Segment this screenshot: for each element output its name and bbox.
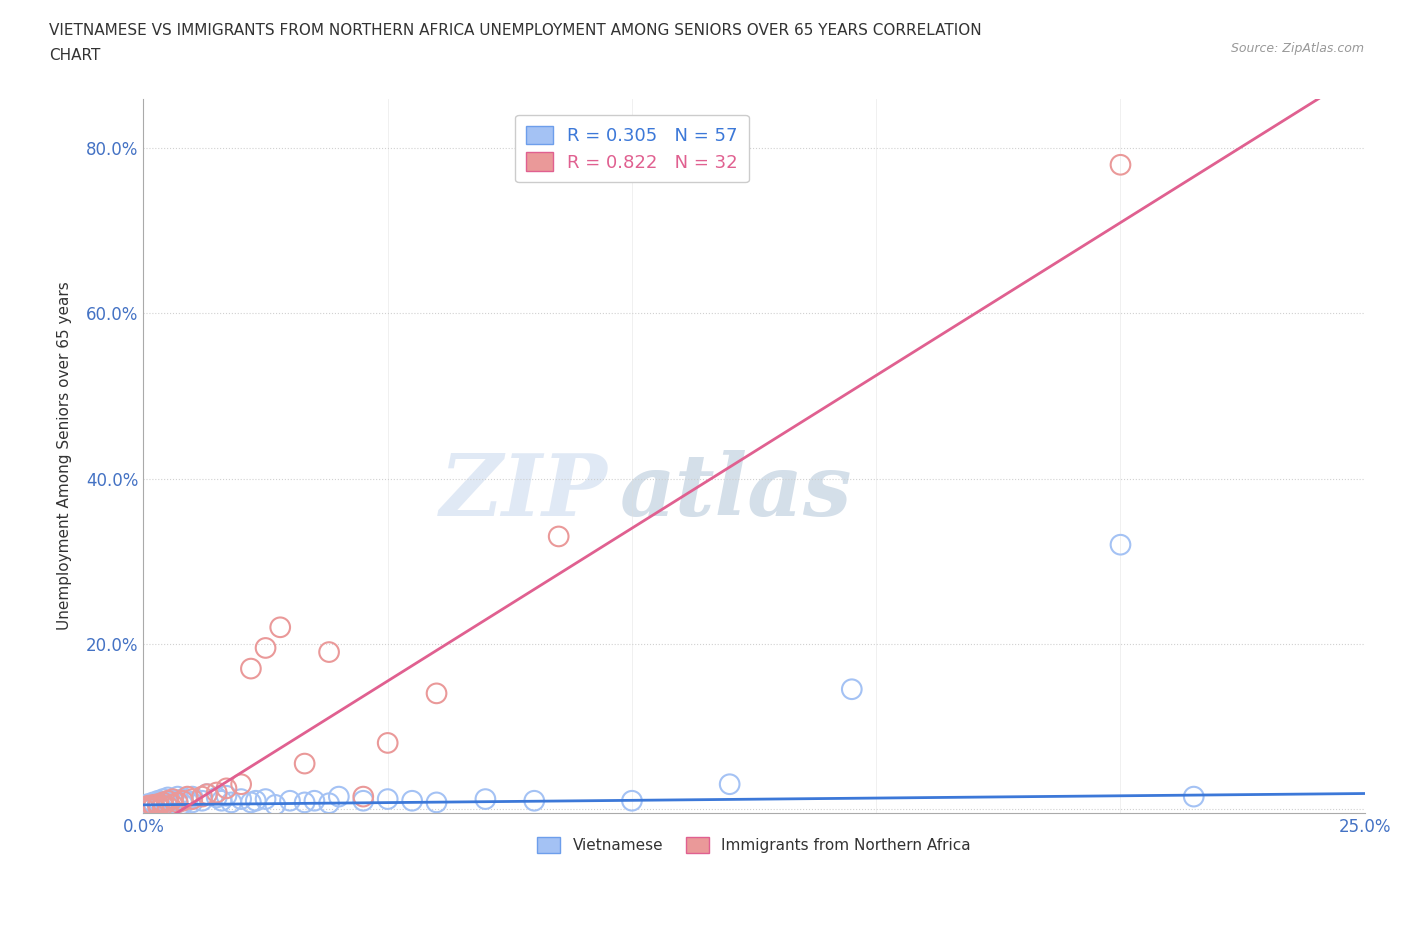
Point — [166, 795, 188, 810]
Point — [136, 798, 159, 813]
Point — [328, 790, 350, 804]
Point — [1109, 538, 1132, 552]
Point — [269, 620, 291, 635]
Point — [205, 790, 228, 804]
Point — [156, 793, 179, 808]
Y-axis label: Unemployment Among Seniors over 65 years: Unemployment Among Seniors over 65 years — [58, 282, 72, 631]
Point — [294, 795, 316, 810]
Point — [156, 799, 179, 814]
Point — [132, 801, 155, 816]
Point — [231, 791, 253, 806]
Point — [191, 790, 214, 804]
Point — [142, 800, 165, 815]
Point — [254, 791, 277, 806]
Point — [146, 799, 169, 814]
Point — [195, 787, 218, 802]
Point — [215, 789, 238, 804]
Point — [205, 785, 228, 800]
Point — [172, 791, 194, 806]
Text: Source: ZipAtlas.com: Source: ZipAtlas.com — [1230, 42, 1364, 55]
Point — [162, 797, 184, 812]
Point — [152, 791, 174, 806]
Point — [254, 641, 277, 656]
Point — [304, 793, 326, 808]
Point — [245, 793, 267, 808]
Point — [142, 797, 165, 812]
Point — [152, 796, 174, 811]
Text: VIETNAMESE VS IMMIGRANTS FROM NORTHERN AFRICA UNEMPLOYMENT AMONG SENIORS OVER 65: VIETNAMESE VS IMMIGRANTS FROM NORTHERN A… — [49, 23, 981, 63]
Point — [136, 798, 159, 813]
Point — [377, 791, 399, 806]
Point — [181, 791, 204, 806]
Point — [318, 644, 340, 659]
Legend: Vietnamese, Immigrants from Northern Africa: Vietnamese, Immigrants from Northern Afr… — [531, 830, 977, 859]
Point — [195, 787, 218, 802]
Text: ZIP: ZIP — [440, 450, 607, 534]
Point — [146, 797, 169, 812]
Point — [152, 795, 174, 810]
Point — [474, 791, 496, 806]
Point — [264, 797, 287, 812]
Point — [1182, 790, 1205, 804]
Point — [172, 797, 194, 812]
Point — [142, 800, 165, 815]
Point — [176, 790, 198, 804]
Point — [142, 797, 165, 812]
Point — [142, 798, 165, 813]
Point — [162, 797, 184, 812]
Point — [142, 795, 165, 810]
Point — [425, 795, 447, 810]
Point — [156, 798, 179, 813]
Point — [166, 795, 188, 810]
Point — [166, 790, 188, 804]
Point — [146, 793, 169, 808]
Point — [278, 793, 301, 808]
Point — [156, 794, 179, 809]
Point — [132, 800, 155, 815]
Point — [146, 795, 169, 810]
Point — [136, 797, 159, 812]
Point — [221, 795, 243, 810]
Point — [239, 795, 262, 810]
Text: atlas: atlas — [620, 450, 852, 534]
Point — [211, 793, 233, 808]
Point — [191, 793, 214, 808]
Point — [156, 790, 179, 804]
Point — [231, 777, 253, 791]
Point — [172, 793, 194, 808]
Point — [146, 797, 169, 812]
Point — [401, 793, 423, 808]
Point — [162, 793, 184, 808]
Point — [1109, 157, 1132, 172]
Point — [523, 793, 546, 808]
Point — [352, 793, 374, 808]
Point — [136, 799, 159, 814]
Point — [215, 781, 238, 796]
Point — [352, 790, 374, 804]
Point — [294, 756, 316, 771]
Point — [620, 793, 643, 808]
Point — [181, 790, 204, 804]
Point — [152, 797, 174, 812]
Point — [156, 796, 179, 811]
Point — [718, 777, 741, 791]
Point — [136, 797, 159, 812]
Point — [377, 736, 399, 751]
Point — [547, 529, 569, 544]
Point — [146, 799, 169, 814]
Point — [162, 791, 184, 806]
Point — [841, 682, 863, 697]
Point — [181, 795, 204, 810]
Point — [176, 793, 198, 808]
Point — [136, 800, 159, 815]
Point — [318, 796, 340, 811]
Point — [152, 798, 174, 813]
Point — [142, 797, 165, 812]
Point — [425, 686, 447, 701]
Point — [239, 661, 262, 676]
